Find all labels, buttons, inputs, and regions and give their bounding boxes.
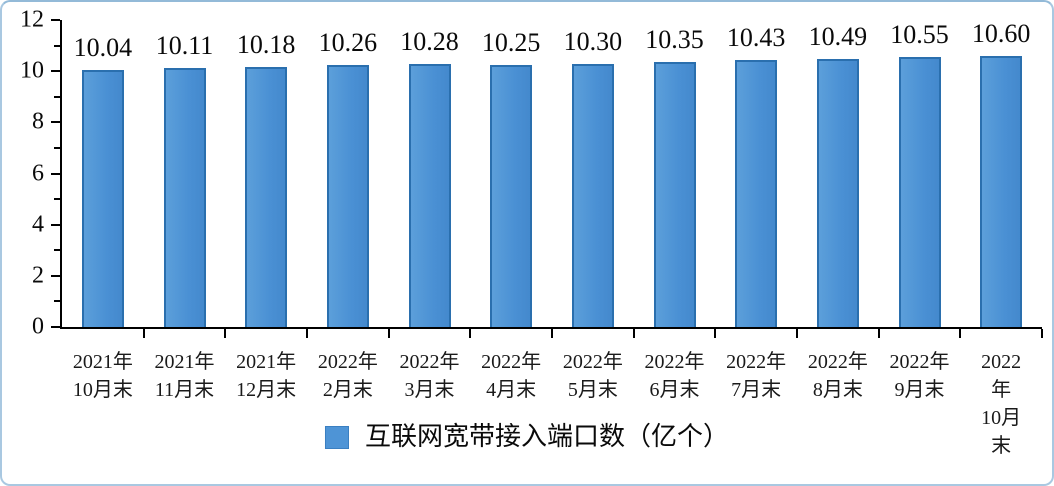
y-axis-minor-tick (54, 300, 60, 303)
x-axis-label: 2022年 5月末 (562, 351, 623, 401)
x-axis-label: 2022年 9月末 (889, 351, 950, 401)
y-axis-label: 12 (20, 6, 44, 33)
y-axis-minor-tick (54, 44, 60, 47)
legend: 互联网宽带接入端口数（亿个） (324, 422, 730, 452)
y-axis-major-tick (51, 223, 60, 226)
x-axis-label: 2022年 6月末 (644, 351, 705, 401)
bar (490, 64, 533, 327)
y-axis-minor-tick (54, 198, 60, 201)
x-axis-label: 2022年 2月末 (317, 351, 378, 401)
x-axis-tick (306, 329, 308, 338)
bar (81, 70, 124, 327)
x-axis-tick (877, 329, 880, 338)
y-axis-label: 0 (32, 313, 44, 340)
bar-value-label: 10.43 (726, 23, 786, 53)
bar-value-label: 10.11 (155, 31, 214, 61)
bar (571, 63, 614, 327)
y-axis-minor-tick (54, 95, 60, 98)
y-axis-minor-tick (54, 249, 60, 252)
bar (326, 64, 369, 327)
x-axis-tick (224, 329, 227, 338)
legend-swatch-icon (324, 425, 349, 449)
x-axis-tick (142, 329, 145, 338)
bar (163, 68, 206, 327)
x-axis-tick (714, 329, 717, 338)
y-axis-major-tick (51, 19, 60, 21)
y-axis-major-tick (51, 121, 60, 124)
y-axis-major-tick (51, 172, 60, 175)
plot-area: 10.04 2021年 10月末 10.11 2021年 11月末 10.18 2021年… (20, 7, 1043, 457)
y-axis-major-tick (51, 274, 60, 277)
bar (408, 64, 451, 327)
bar-value-label: 10.18 (236, 29, 296, 59)
x-axis-tick (796, 329, 798, 338)
bar (980, 55, 1023, 327)
y-axis-minor-tick (54, 146, 60, 149)
bar-value-label: 10.35 (645, 25, 704, 55)
x-axis-tick (387, 329, 390, 338)
x-axis-label: 2022年 4月末 (481, 351, 542, 401)
y-axis-major-tick (51, 70, 60, 73)
bar (898, 57, 941, 327)
bar (735, 60, 778, 327)
x-axis-label: 2022年 3月末 (399, 351, 460, 401)
bar-value-label: 10.60 (971, 18, 1031, 48)
bar-value-label: 10.49 (808, 21, 868, 51)
y-axis-label: 2 (32, 262, 44, 289)
y-axis-major-tick (51, 326, 60, 328)
x-axis-label: 2022年 7月末 (726, 351, 787, 401)
bar-value-label: 10.55 (890, 20, 949, 50)
x-axis-label: 2021年 10月末 (72, 351, 133, 401)
bar (653, 62, 696, 327)
bar-value-label: 10.25 (481, 27, 541, 57)
x-axis-tick (1041, 329, 1043, 338)
x-axis-label: 2022年 8月末 (807, 351, 868, 401)
x-axis-tick (632, 329, 635, 338)
bar-value-label: 10.04 (73, 33, 133, 63)
bar (816, 58, 859, 327)
y-axis-label: 8 (32, 108, 44, 135)
legend-label: 互联网宽带接入端口数（亿个） (364, 422, 730, 451)
x-axis-label: 2021年 12月末 (236, 351, 297, 401)
x-axis-tick (551, 329, 553, 338)
x-axis-label: 2022年 10月末 (981, 351, 1022, 457)
y-axis-label: 4 (32, 211, 44, 238)
bar-value-label: 10.26 (318, 27, 378, 57)
x-axis-label: 2021年 11月末 (154, 351, 215, 401)
bar (245, 66, 288, 327)
x-axis-tick (469, 329, 472, 338)
y-axis-label: 6 (32, 160, 44, 186)
y-axis-label: 10 (20, 57, 44, 84)
x-axis-tick (959, 329, 962, 338)
bar-value-label: 10.28 (400, 27, 459, 57)
bar-value-label: 10.30 (563, 26, 623, 56)
